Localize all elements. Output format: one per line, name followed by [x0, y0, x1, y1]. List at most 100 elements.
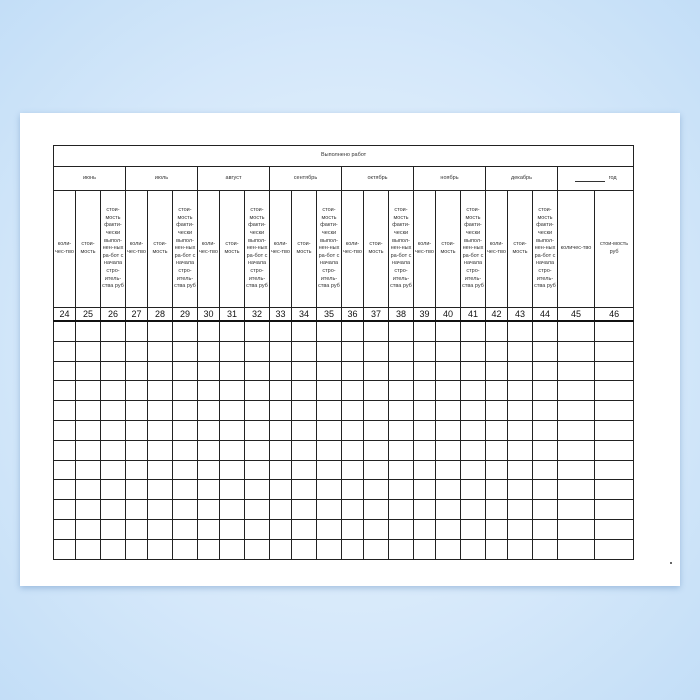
table-cell[interactable]	[53, 518, 76, 540]
table-cell[interactable]	[53, 419, 76, 441]
table-cell[interactable]	[244, 518, 270, 540]
table-cell[interactable]	[341, 400, 364, 421]
table-cell[interactable]	[557, 419, 595, 441]
table-cell[interactable]	[460, 538, 486, 560]
table-cell[interactable]	[172, 518, 198, 540]
table-cell[interactable]	[557, 459, 595, 481]
table-cell[interactable]	[316, 380, 342, 402]
table-cell[interactable]	[341, 499, 364, 520]
table-cell[interactable]	[507, 320, 533, 342]
table-cell[interactable]	[593, 479, 635, 501]
table-cell[interactable]	[197, 340, 220, 362]
table-cell[interactable]	[147, 360, 173, 382]
table-cell[interactable]	[244, 459, 270, 481]
table-cell[interactable]	[244, 499, 270, 520]
table-cell[interactable]	[413, 439, 436, 461]
table-cell[interactable]	[435, 360, 461, 382]
table-cell[interactable]	[363, 340, 389, 362]
table-cell[interactable]	[172, 538, 198, 560]
table-cell[interactable]	[147, 380, 173, 402]
table-cell[interactable]	[507, 439, 533, 461]
table-cell[interactable]	[244, 439, 270, 461]
table-cell[interactable]	[244, 360, 270, 382]
table-cell[interactable]	[125, 459, 148, 481]
table-cell[interactable]	[147, 400, 173, 421]
table-cell[interactable]	[219, 320, 245, 342]
table-cell[interactable]	[269, 400, 292, 421]
table-cell[interactable]	[100, 479, 126, 501]
table-cell[interactable]	[172, 479, 198, 501]
table-cell[interactable]	[460, 479, 486, 501]
table-cell[interactable]	[363, 459, 389, 481]
table-cell[interactable]	[100, 380, 126, 402]
table-cell[interactable]	[291, 439, 317, 461]
table-cell[interactable]	[100, 499, 126, 520]
table-cell[interactable]	[532, 320, 558, 342]
table-cell[interactable]	[219, 538, 245, 560]
table-cell[interactable]	[507, 538, 533, 560]
table-cell[interactable]	[485, 518, 508, 540]
table-cell[interactable]	[172, 400, 198, 421]
table-cell[interactable]	[269, 518, 292, 540]
table-cell[interactable]	[485, 439, 508, 461]
table-cell[interactable]	[532, 400, 558, 421]
table-cell[interactable]	[341, 439, 364, 461]
table-cell[interactable]	[147, 439, 173, 461]
table-cell[interactable]	[557, 439, 595, 461]
table-cell[interactable]	[388, 538, 414, 560]
table-cell[interactable]	[316, 518, 342, 540]
table-cell[interactable]	[53, 538, 76, 560]
table-cell[interactable]	[291, 340, 317, 362]
table-cell[interactable]	[435, 459, 461, 481]
table-cell[interactable]	[532, 538, 558, 560]
table-cell[interactable]	[532, 360, 558, 382]
table-cell[interactable]	[388, 499, 414, 520]
table-cell[interactable]	[125, 518, 148, 540]
table-cell[interactable]	[507, 380, 533, 402]
table-cell[interactable]	[593, 439, 635, 461]
table-cell[interactable]	[172, 419, 198, 441]
table-cell[interactable]	[435, 340, 461, 362]
table-cell[interactable]	[435, 439, 461, 461]
table-cell[interactable]	[125, 360, 148, 382]
table-cell[interactable]	[507, 499, 533, 520]
table-cell[interactable]	[269, 499, 292, 520]
table-cell[interactable]	[388, 479, 414, 501]
table-cell[interactable]	[485, 459, 508, 481]
table-cell[interactable]	[291, 380, 317, 402]
table-cell[interactable]	[244, 380, 270, 402]
table-cell[interactable]	[125, 439, 148, 461]
table-cell[interactable]	[172, 380, 198, 402]
table-cell[interactable]	[413, 340, 436, 362]
table-cell[interactable]	[75, 419, 101, 441]
table-cell[interactable]	[316, 400, 342, 421]
table-cell[interactable]	[557, 340, 595, 362]
table-cell[interactable]	[316, 340, 342, 362]
table-cell[interactable]	[100, 538, 126, 560]
table-cell[interactable]	[388, 380, 414, 402]
table-cell[interactable]	[244, 479, 270, 501]
table-cell[interactable]	[316, 459, 342, 481]
table-cell[interactable]	[316, 439, 342, 461]
table-cell[interactable]	[53, 479, 76, 501]
table-cell[interactable]	[413, 320, 436, 342]
table-cell[interactable]	[507, 518, 533, 540]
table-cell[interactable]	[435, 419, 461, 441]
table-cell[interactable]	[75, 400, 101, 421]
table-cell[interactable]	[219, 400, 245, 421]
table-cell[interactable]	[532, 340, 558, 362]
table-cell[interactable]	[460, 380, 486, 402]
table-cell[interactable]	[557, 320, 595, 342]
table-cell[interactable]	[557, 479, 595, 501]
table-cell[interactable]	[316, 320, 342, 342]
table-cell[interactable]	[291, 459, 317, 481]
table-cell[interactable]	[435, 400, 461, 421]
table-cell[interactable]	[219, 419, 245, 441]
table-cell[interactable]	[147, 518, 173, 540]
table-cell[interactable]	[485, 400, 508, 421]
table-cell[interactable]	[341, 380, 364, 402]
table-cell[interactable]	[125, 538, 148, 560]
table-cell[interactable]	[435, 499, 461, 520]
table-cell[interactable]	[197, 459, 220, 481]
table-cell[interactable]	[341, 538, 364, 560]
